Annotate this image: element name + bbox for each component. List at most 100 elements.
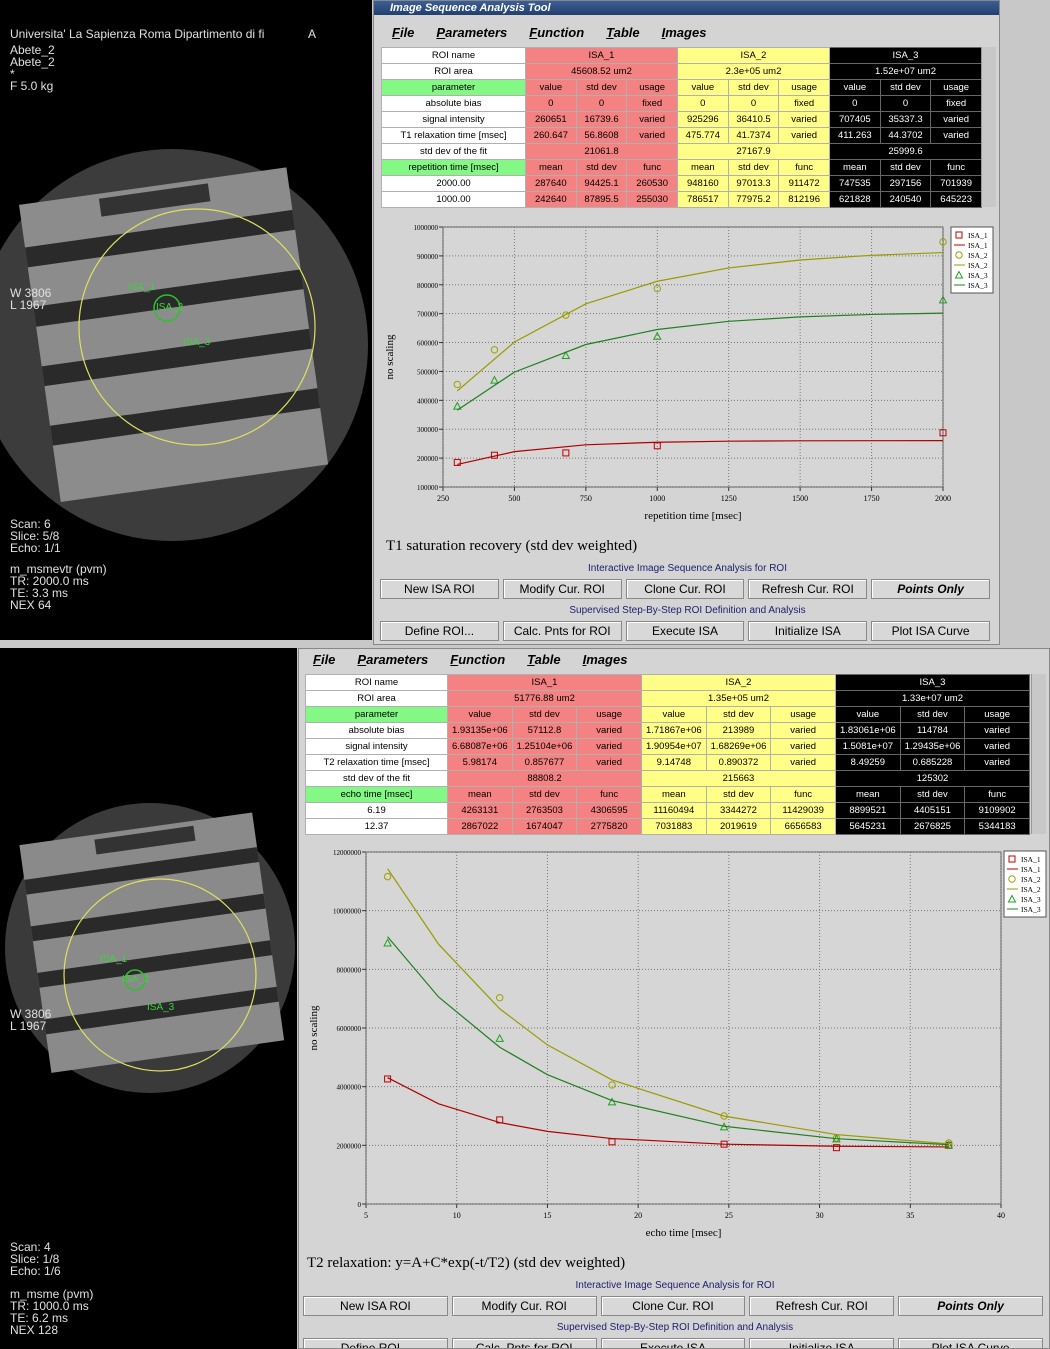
menu-bar: File Parameters Function Table Images [313, 652, 649, 667]
table-cell: absolute bias [382, 96, 526, 112]
window-title: Image Sequence Analysis Tool [374, 1, 999, 15]
table-cell: std dev [576, 160, 627, 176]
legend-label: ISA_2 [968, 261, 988, 270]
table-cell: repetition time [msec] [382, 160, 526, 176]
button[interactable]: Plot ISA Curve [871, 621, 990, 641]
table-cell: parameter [306, 707, 448, 723]
table-cell: std dev [880, 160, 931, 176]
button[interactable]: Calc. Pnts for ROI [452, 1338, 597, 1349]
button[interactable]: Plot ISA Curve [898, 1338, 1043, 1349]
table-cell: 11429039 [771, 803, 836, 819]
x-tick-label: 30 [816, 1211, 824, 1220]
table-cell: mean [836, 787, 901, 803]
table-cell: std dev of the fit [382, 144, 526, 160]
y-axis-label: no scaling [384, 334, 396, 379]
table-cell: 707405 [830, 112, 881, 128]
button[interactable]: Calc. Pnts for ROI [503, 621, 622, 641]
button[interactable]: Refresh Cur. ROI [749, 1296, 894, 1316]
y-tick-label: 400000 [417, 397, 439, 405]
roi-label: ISA_1 [100, 954, 127, 966]
table-cell: 2867022 [448, 819, 513, 835]
orientation: A [308, 28, 316, 40]
button[interactable]: New ISA ROI [380, 579, 499, 599]
table-cell: 45608.52 um2 [526, 64, 678, 80]
scan-info: Scan: 6Slice: 5/8Echo: 1/1 [10, 518, 61, 554]
button[interactable]: Clone Cur. ROI [601, 1296, 746, 1316]
menu-item[interactable]: File [392, 25, 414, 40]
table-cell: 297156 [880, 176, 931, 192]
x-tick-label: 2000 [935, 494, 951, 503]
x-tick-label: 1500 [792, 494, 808, 503]
table-cell: mean [526, 160, 577, 176]
button[interactable]: Refresh Cur. ROI [748, 579, 867, 599]
table-row: std dev of the fit88808.2215663125302 [306, 771, 1030, 787]
table-cell: 7031883 [642, 819, 707, 835]
table-cell: 41.7374 [728, 128, 779, 144]
table-cell: 255030 [627, 192, 678, 208]
table-cell: varied [965, 723, 1030, 739]
menu-item[interactable]: File [313, 652, 335, 667]
button[interactable]: Points Only [898, 1296, 1043, 1316]
table-cell: ISA_2 [642, 675, 836, 691]
table-row: parametervaluestd devusagevaluestd devus… [306, 707, 1030, 723]
button[interactable]: Modify Cur. ROI [503, 579, 622, 599]
table-cell: func [577, 787, 642, 803]
y-tick-label: 6000000 [337, 1025, 362, 1033]
table-cell: std dev [576, 80, 627, 96]
info-line: Echo: 1/6 [10, 1265, 61, 1277]
table-cell: 475.774 [678, 128, 729, 144]
menu-item[interactable]: Table [527, 652, 560, 667]
menu-item[interactable]: Parameters [436, 25, 507, 40]
y-tick-label: 300000 [417, 426, 439, 434]
table-cell: std dev [728, 160, 779, 176]
button[interactable]: Define ROI... [380, 621, 499, 641]
info-line: NEX 128 [10, 1324, 93, 1336]
table-cell: std dev of the fit [306, 771, 448, 787]
results-table: ROI nameISA_1ISA_2ISA_3ROI area45608.52 … [381, 47, 982, 208]
menu-item[interactable]: Function [450, 652, 505, 667]
menu-item[interactable]: Images [583, 652, 628, 667]
button[interactable]: Execute ISA [626, 621, 745, 641]
x-tick-label: 15 [543, 1211, 551, 1220]
button[interactable]: Execute ISA [601, 1338, 746, 1349]
x-tick-label: 750 [580, 494, 592, 503]
table-cell: ISA_3 [830, 48, 982, 64]
button[interactable]: Points Only [871, 579, 990, 599]
legend-label: ISA_1 [968, 231, 988, 240]
button[interactable]: New ISA ROI [303, 1296, 448, 1316]
table-cell: varied [779, 112, 830, 128]
table-row: 12.3728670221674047277582070318832019619… [306, 819, 1030, 835]
roi-label: ISA_3 [183, 337, 210, 349]
sequence-info: m_msmevtr (pvm)TR: 2000.0 msTE: 3.3 msNE… [10, 563, 107, 611]
chart-title: T2 relaxation: y=A+C*exp(-t/T2) (std dev… [307, 1255, 625, 1272]
table-cell: 1.25104e+06 [512, 739, 577, 755]
button[interactable]: Modify Cur. ROI [452, 1296, 597, 1316]
table: ROI nameISA_1ISA_2ISA_3ROI area45608.52 … [381, 47, 982, 208]
button-row: Define ROI...Calc. Pnts for ROIExecute I… [380, 621, 990, 641]
table-cell: fixed [931, 96, 982, 112]
button[interactable]: Initialize ISA [749, 1338, 894, 1349]
table-cell: func [931, 160, 982, 176]
y-tick-label: 8000000 [337, 966, 362, 974]
scrollbar[interactable] [1031, 674, 1046, 834]
table-row: 1000.0024264087895.525503078651777975.28… [382, 192, 982, 208]
chart-title: T1 saturation recovery (std dev weighted… [386, 538, 637, 555]
table-cell: 0 [576, 96, 627, 112]
scrollbar[interactable] [981, 47, 996, 207]
menu-item[interactable]: Table [606, 25, 639, 40]
table-cell: ROI name [306, 675, 448, 691]
button[interactable]: Define ROI... [303, 1338, 448, 1349]
table-cell: mean [448, 787, 513, 803]
button[interactable]: Initialize ISA [748, 621, 867, 641]
button[interactable]: Clone Cur. ROI [626, 579, 745, 599]
menu-item[interactable]: Parameters [357, 652, 428, 667]
roi-label: ISA_2 [122, 974, 149, 986]
table-cell: std dev [512, 787, 577, 803]
menu-item[interactable]: Function [529, 25, 584, 40]
menu-item[interactable]: Images [662, 25, 707, 40]
x-tick-label: 1000 [649, 494, 665, 503]
y-tick-label: 4000000 [337, 1084, 362, 1092]
table-cell: 0 [678, 96, 729, 112]
table-cell: 5645231 [836, 819, 901, 835]
